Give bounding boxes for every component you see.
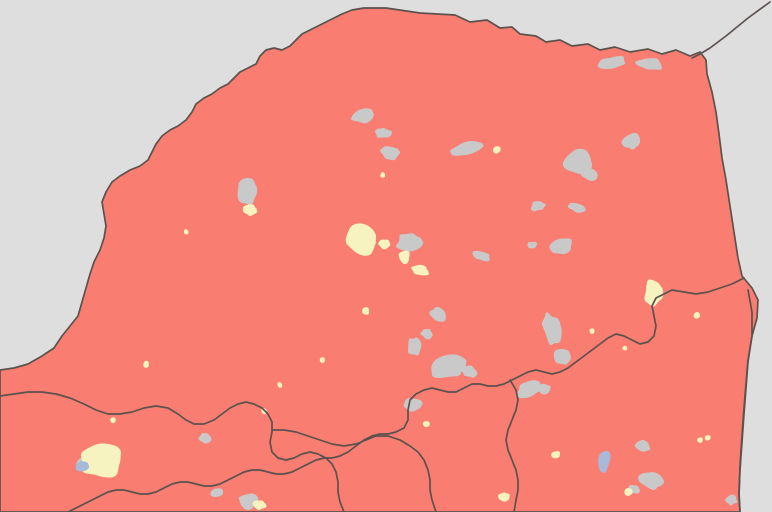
urban-patch-17 xyxy=(429,306,446,322)
region-outline-boundary[interactable] xyxy=(0,7,759,512)
bare-patch-central-02 xyxy=(378,239,391,250)
bare-patch-n-dot xyxy=(492,146,501,154)
bare-patch-large-west xyxy=(80,443,121,478)
urban-patch-24 xyxy=(553,348,571,365)
primary-region-polygon[interactable] xyxy=(0,8,758,512)
urban-patch-12 xyxy=(237,177,258,205)
urban-patch-07 xyxy=(621,132,641,150)
urban-patches-layer xyxy=(76,55,738,511)
water-patches-layer xyxy=(75,450,611,474)
central-district-boundary[interactable] xyxy=(271,429,437,512)
water-body-main xyxy=(598,450,611,474)
urban-patch-04 xyxy=(450,140,484,156)
bare-patch-mid-01 xyxy=(422,421,430,428)
urban-patch-06 xyxy=(635,58,663,70)
bare-patch-w-01 xyxy=(183,229,189,235)
urban-patch-18 xyxy=(407,337,422,356)
bare-patches-layer xyxy=(80,146,711,511)
bare-patch-central-03 xyxy=(398,250,410,265)
urban-patch-09 xyxy=(580,168,598,182)
urban-patch-13 xyxy=(396,233,424,252)
bare-patch-ne-02 xyxy=(704,435,711,441)
urban-patch-10 xyxy=(531,201,546,212)
urban-patch-14 xyxy=(472,250,490,262)
bare-patch-e-dot-01 xyxy=(589,328,595,334)
bare-patch-s-02 xyxy=(252,500,267,511)
urban-patch-34 xyxy=(725,494,738,506)
bare-patch-nw-city xyxy=(242,204,258,217)
urban-patch-01 xyxy=(350,108,374,124)
urban-patch-25 xyxy=(516,380,541,399)
bare-patch-e-dot-02 xyxy=(622,345,628,351)
bare-patch-se-02 xyxy=(624,487,633,496)
urban-patch-02 xyxy=(375,127,393,138)
urban-patch-03 xyxy=(379,146,400,161)
urban-patch-05 xyxy=(597,55,626,70)
urban-patch-16 xyxy=(549,238,572,255)
water-body-west xyxy=(75,460,90,472)
bare-patch-central-04 xyxy=(411,264,429,276)
urban-patch-21 xyxy=(460,365,478,378)
southeast-district-boundary[interactable] xyxy=(505,379,519,512)
bare-patch-sw-dot-01 xyxy=(143,360,149,368)
northeast-boundary-line[interactable] xyxy=(691,1,771,59)
bare-patch-central-01 xyxy=(345,223,376,256)
bare-patch-c-dot-03 xyxy=(361,307,370,315)
bare-patch-s-01 xyxy=(498,492,510,502)
bare-patch-east-border xyxy=(644,279,664,307)
bare-patch-e-dot-03 xyxy=(697,437,703,443)
urban-patch-33 xyxy=(198,433,212,444)
urban-patch-23 xyxy=(541,312,562,346)
bare-patch-se-01 xyxy=(551,451,561,459)
bare-patch-c-dot-01 xyxy=(319,357,325,364)
bare-patch-c-dot-02 xyxy=(277,382,283,388)
urban-patch-08 xyxy=(562,148,592,175)
east-district-boundary[interactable] xyxy=(67,277,745,512)
bare-patch-mid-02 xyxy=(380,172,386,178)
east-edge-boundary[interactable] xyxy=(738,289,753,512)
urban-patch-28 xyxy=(638,472,665,491)
urban-patch-15 xyxy=(527,241,538,249)
urban-patch-11 xyxy=(567,202,586,213)
urban-patch-26 xyxy=(537,383,551,395)
urban-patch-19 xyxy=(420,328,433,340)
west-district-boundary[interactable] xyxy=(0,391,345,512)
urban-patch-27 xyxy=(634,439,651,452)
bare-patch-sw-dot-02 xyxy=(110,417,116,424)
bare-patch-ne-01 xyxy=(693,312,700,319)
urban-patch-20 xyxy=(431,354,467,378)
urban-patch-31 xyxy=(210,488,224,498)
